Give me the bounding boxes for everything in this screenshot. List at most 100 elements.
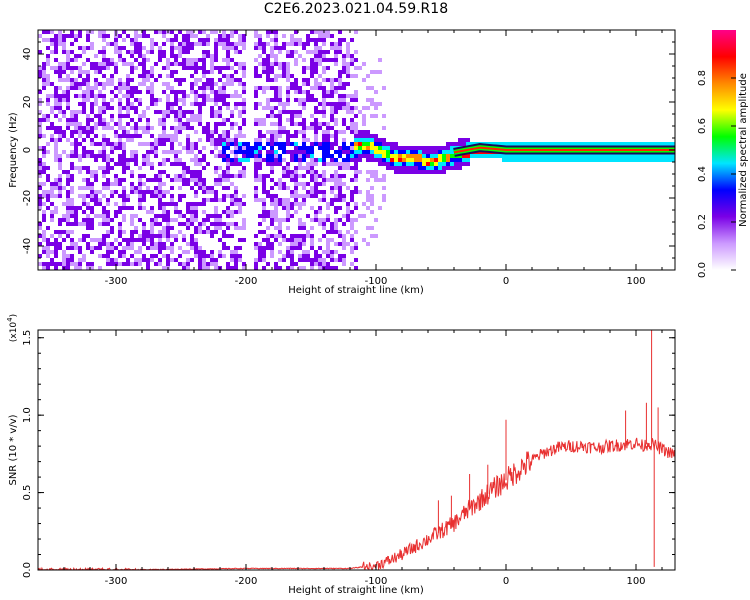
heatmap-cell [334,210,338,214]
heatmap-cell [226,178,230,182]
heatmap-cell [174,102,178,106]
heatmap-cell [230,202,234,206]
heatmap-cell [294,202,298,206]
heatmap-cell [170,30,174,34]
heatmap-cell [234,138,238,142]
heatmap-cell [342,146,346,150]
heatmap-cell [290,250,294,254]
heatmap-cell [118,90,122,94]
heatmap-cell [278,258,282,262]
heatmap-cell [174,46,178,50]
heatmap-cell [254,74,258,78]
heatmap-cell [206,126,210,130]
heatmap-cell [122,262,126,266]
heatmap-cell [58,242,62,246]
heatmap-cell [374,234,378,238]
heatmap-cell [274,58,278,62]
heatmap-cell [374,170,378,174]
heatmap-cell [298,206,302,210]
heatmap-cell [254,94,258,98]
heatmap-cell [226,34,230,38]
heatmap-cell [410,158,414,162]
heatmap-cell [70,114,74,118]
heatmap-cell [230,214,234,218]
heatmap-cell [198,226,202,230]
heatmap-cell [374,154,378,158]
heatmap-cell [234,254,238,258]
heatmap-cell [94,126,98,130]
heatmap-cell [102,210,106,214]
heatmap-cell [278,266,282,270]
heatmap-cell [338,150,342,154]
heatmap-cell [62,42,66,46]
heatmap-cell [158,202,162,206]
heatmap-cell [454,142,458,146]
heatmap-cell [262,254,266,258]
heatmap-cell [262,158,266,162]
heatmap-cell [238,254,242,258]
heatmap-cell [302,250,306,254]
heatmap-cell [142,230,146,234]
heatmap-cell [354,174,358,178]
heatmap-cell [630,154,634,158]
heatmap-cell [162,206,166,210]
heatmap-cell [86,262,90,266]
heatmap-cell [310,66,314,70]
heatmap-cell [298,102,302,106]
heatmap-cell [162,42,166,46]
heatmap-cell [126,62,130,66]
heatmap-cell [78,54,82,58]
heatmap-cell [166,150,170,154]
heatmap-cell [266,78,270,82]
heatmap-cell [222,34,226,38]
heatmap-cell [74,126,78,130]
heatmap-cell [222,118,226,122]
heatmap-cell [290,82,294,86]
heatmap-cell [102,146,106,150]
heatmap-cell [246,154,250,158]
heatmap-cell [54,158,58,162]
heatmap-cell [350,246,354,250]
heatmap-cell [310,58,314,62]
heatmap-cell [210,234,214,238]
heatmap-cell [278,230,282,234]
heatmap-cell [162,130,166,134]
heatmap-cell [322,70,326,74]
heatmap-cell [254,90,258,94]
heatmap-cell [350,210,354,214]
heatmap-cell [58,230,62,234]
heatmap-cell [182,174,186,178]
heatmap-cell [142,82,146,86]
heatmap-cell [442,162,446,166]
heatmap-cell [398,146,402,150]
heatmap-cell [378,142,382,146]
heatmap-cell [38,182,42,186]
heatmap-cell [198,138,202,142]
heatmap-cell [574,158,578,162]
heatmap-cell [274,54,278,58]
heatmap-cell [630,158,634,162]
heatmap-cell [214,194,218,198]
heatmap-cell [58,154,62,158]
heatmap-cell [42,190,46,194]
heatmap-cell [190,142,194,146]
heatmap-cell [82,138,86,142]
heatmap-cell [170,162,174,166]
heatmap-cell [350,154,354,158]
heatmap-cell [242,262,246,266]
heatmap-cell [570,158,574,162]
heatmap-cell [186,218,190,222]
heatmap-cell [286,138,290,142]
heatmap-cell [126,122,130,126]
heatmap-cell [102,222,106,226]
heatmap-cell [298,246,302,250]
heatmap-cell [186,150,190,154]
heatmap-cell [210,82,214,86]
heatmap-cell [330,174,334,178]
heatmap-cell [242,226,246,230]
heatmap-cell [114,50,118,54]
heatmap-cell [338,98,342,102]
heatmap-cell [202,202,206,206]
heatmap-cell [346,202,350,206]
heatmap-cell [218,182,222,186]
